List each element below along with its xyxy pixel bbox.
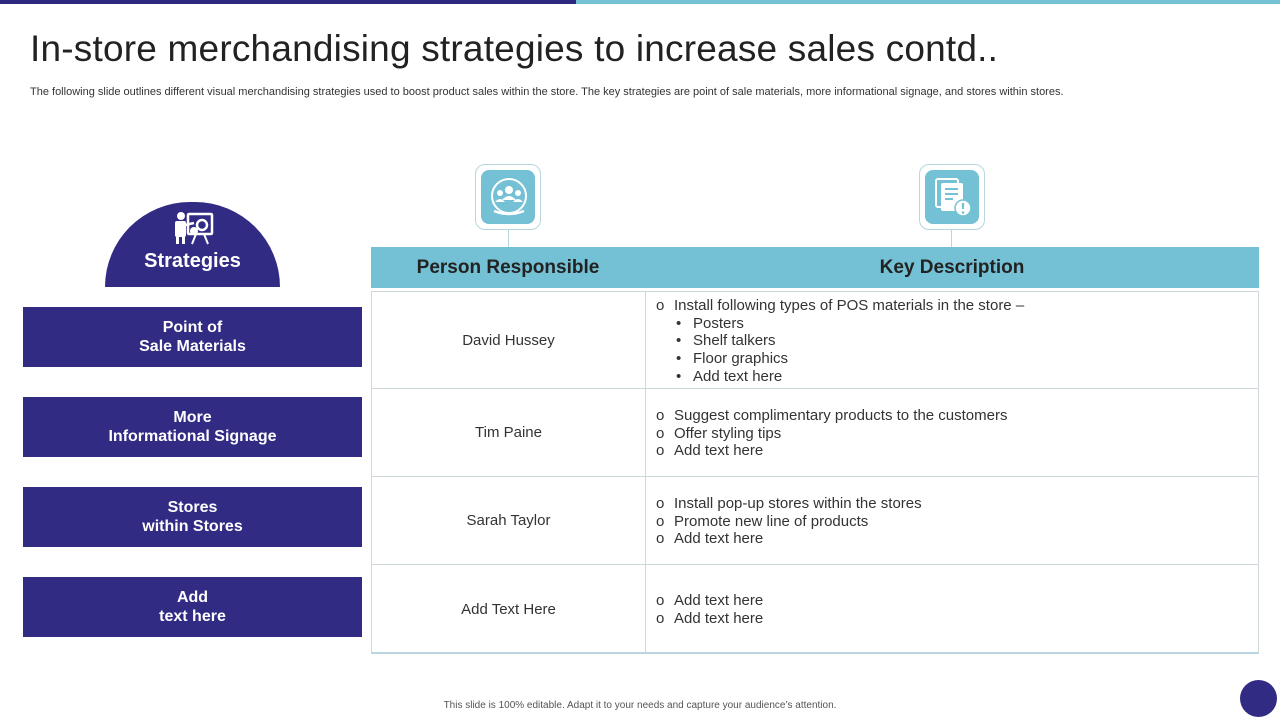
bullet-marker: o: [656, 407, 665, 424]
bullet-marker: o: [656, 297, 665, 314]
strategies-header: Strategies: [105, 202, 280, 287]
bullet-marker: o: [656, 530, 665, 547]
bullet-marker: •: [676, 315, 682, 332]
table-row: Add Text Here o Add text here o Add text…: [372, 565, 1258, 653]
column-icon-description: [919, 164, 985, 230]
description-line: Floor graphics: [693, 350, 789, 367]
description-line: Install following types of POS materials…: [674, 297, 1025, 314]
description-cell: o Suggest complimentary products to the …: [646, 389, 1258, 476]
column-header-person: Person Responsible: [416, 257, 600, 278]
person-cell: David Hussey: [372, 292, 646, 388]
person-cell: Tim Paine: [372, 389, 646, 476]
bullet-marker: o: [656, 610, 665, 627]
description-line: Posters: [693, 315, 744, 332]
strategy-informational-signage: More Informational Signage: [23, 397, 362, 457]
person-cell: Sarah Taylor: [372, 477, 646, 564]
slide-subtitle: The following slide outlines different v…: [30, 86, 1064, 98]
description-line: Add text here: [674, 592, 764, 609]
description-line: Promote new line of products: [674, 513, 869, 530]
table-row: Tim Paine o Suggest complimentary produc…: [372, 389, 1258, 477]
bullet-marker: o: [656, 513, 665, 530]
description-line: Add text here: [674, 530, 764, 547]
connector-line: [508, 230, 509, 247]
description-line: Suggest complimentary products to the cu…: [674, 407, 1008, 424]
description-line: Add text here: [674, 610, 764, 627]
table-header: Person Responsible Key Description: [371, 247, 1259, 288]
connector-line: [951, 230, 952, 247]
strategy-stores-within-stores: Stores within Stores: [23, 487, 362, 547]
column-header-description: Key Description: [879, 257, 1025, 278]
description-line: Install pop-up stores within the stores: [674, 495, 922, 512]
description-line: Offer styling tips: [674, 425, 782, 442]
bullet-marker: o: [656, 592, 665, 609]
description-cell: o Install following types of POS materia…: [646, 292, 1258, 388]
presenter-icon: [172, 211, 214, 250]
description-line: Add text here: [693, 368, 783, 385]
bullet-marker: •: [676, 368, 682, 385]
bullet-marker: o: [656, 442, 665, 459]
strategy-point-of-sale: Point of Sale Materials: [23, 307, 362, 367]
table-row: David Hussey o Install following types o…: [372, 292, 1258, 389]
description-cell: o Install pop-up stores within the store…: [646, 477, 1258, 564]
strategy-add-text: Add text here: [23, 577, 362, 637]
column-icon-person: [475, 164, 541, 230]
bullet-marker: o: [656, 425, 665, 442]
bullet-marker: •: [676, 350, 682, 367]
description-line: Add text here: [674, 442, 764, 459]
strategies-heading: Strategies: [144, 250, 241, 272]
description-line: Shelf talkers: [693, 332, 776, 349]
slide-title: In-store merchandising strategies to inc…: [30, 28, 999, 69]
table-body: David Hussey o Install following types o…: [371, 291, 1259, 654]
person-cell: Add Text Here: [372, 565, 646, 653]
page-indicator-circle: [1240, 680, 1277, 717]
footer-note: This slide is 100% editable. Adapt it to…: [443, 700, 837, 711]
bullet-marker: •: [676, 332, 682, 349]
top-accent-bar-left: [0, 0, 576, 4]
table-row: Sarah Taylor o Install pop-up stores wit…: [372, 477, 1258, 565]
bullet-marker: o: [656, 495, 665, 512]
description-cell: o Add text here o Add text here: [646, 565, 1258, 653]
top-accent-bar-right: [576, 0, 1280, 4]
